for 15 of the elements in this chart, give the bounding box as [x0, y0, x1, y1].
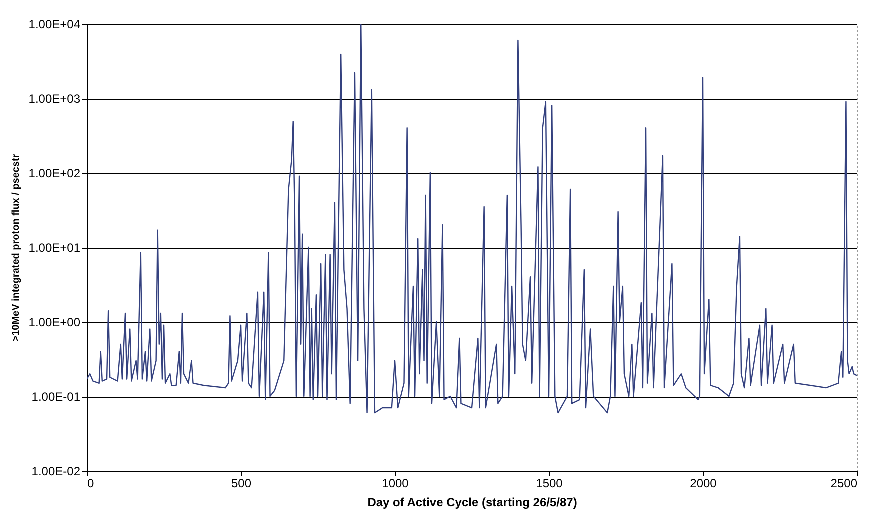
y-tick-label: 1.00E+00: [28, 316, 81, 330]
y-tick-label: 1.00E+03: [28, 92, 81, 106]
y-axis-title: >10MeV integrated proton flux / psecstr: [10, 154, 22, 342]
x-tick-label: 0: [88, 476, 94, 490]
x-tick-label: 2000: [690, 476, 718, 490]
x-axis-title: Day of Active Cycle (starting 26/5/87): [368, 496, 578, 510]
y-tick-label: 1.00E+04: [28, 18, 81, 32]
x-tick-label: 500: [231, 476, 252, 490]
x-tick-label: 1000: [382, 476, 410, 490]
x-tick-label: 2500: [830, 476, 858, 490]
y-tick-label: 1.00E-01: [32, 390, 81, 404]
y-tick-label: 1.00E+02: [28, 166, 81, 180]
y-tick-label: 1.00E-02: [32, 464, 81, 478]
x-tick-label: 1500: [536, 476, 564, 490]
y-tick-label: 1.00E+01: [28, 241, 81, 255]
